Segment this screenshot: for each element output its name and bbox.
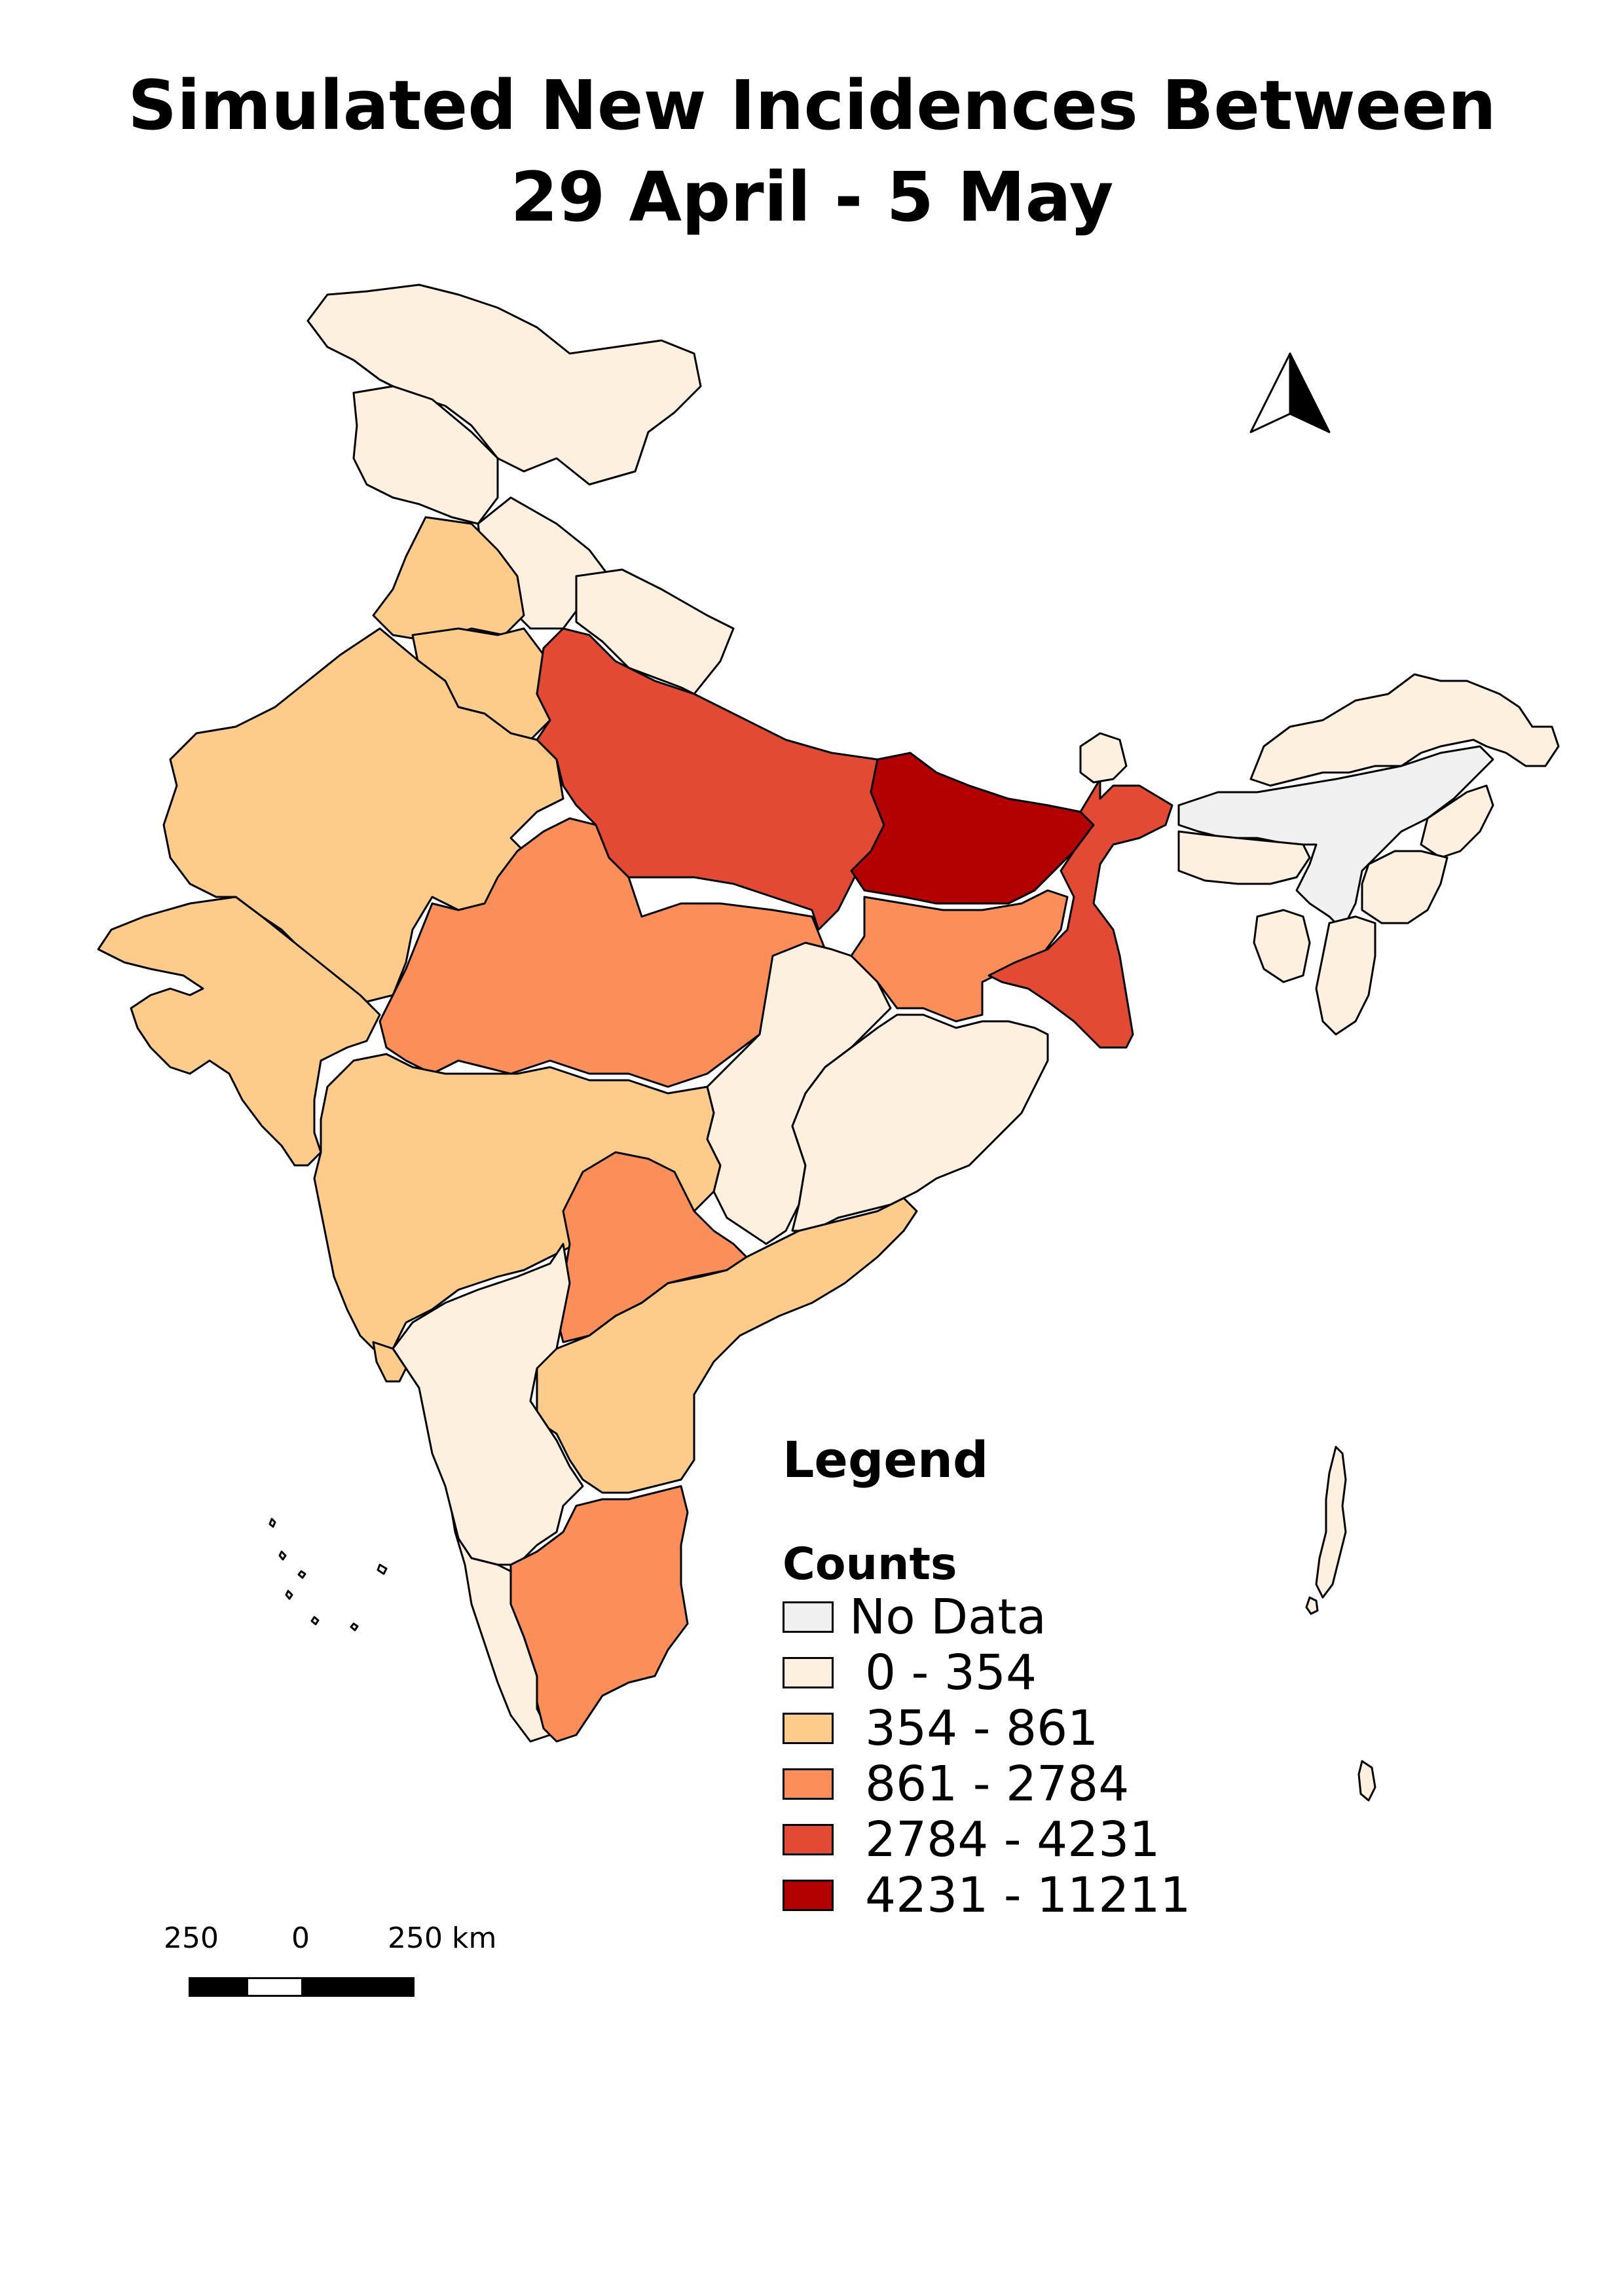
region-lakshadweep [268, 1518, 388, 1631]
scale-bar [189, 1977, 415, 1997]
region-uttarakhand-east [575, 568, 735, 695]
region-himachal-pradesh [352, 385, 499, 525]
legend-item-class-3: 861 - 2784 [783, 1756, 1129, 1812]
region-andhra-pradesh [536, 1197, 918, 1494]
region-arunachal-pradesh [1249, 673, 1560, 787]
legend-item-class-4: 2784 - 4231 [783, 1812, 1160, 1868]
map-title-line2: 29 April - 5 May [510, 157, 1114, 237]
scale-bar-segment [248, 1979, 302, 1995]
region-meghalaya [1177, 830, 1311, 885]
legend-label: 0 - 354 [865, 1645, 1037, 1701]
legend-label: No Data [849, 1589, 1046, 1645]
legend-swatch [783, 1880, 834, 1911]
region-goa [372, 1341, 407, 1383]
legend-swatch [783, 1824, 834, 1855]
region-uttar-pradesh [536, 627, 885, 931]
legend-swatch [783, 1713, 834, 1744]
region-nagaland [1420, 784, 1494, 859]
map-title-line1: Simulated New Incidences Between [128, 65, 1496, 145]
legend-swatch [783, 1768, 834, 1800]
region-sikkim [1079, 732, 1128, 784]
north-arrow-icon [1249, 352, 1331, 433]
legend-swatch [783, 1601, 834, 1633]
scale-bar-label-right: 250 km [388, 1922, 497, 1955]
region-nicobar-islands-north [1305, 1596, 1319, 1615]
scale-bar-segment [191, 1979, 249, 1995]
region-andaman-islands [1315, 1446, 1347, 1599]
legend-field-name: Counts [783, 1539, 957, 1590]
scale-bar-label-left: 250 [164, 1922, 219, 1955]
legend-title: Legend [783, 1430, 989, 1489]
region-west-bengal [987, 778, 1173, 1049]
scale-bar-segment [301, 1979, 413, 1995]
legend-label: 2784 - 4231 [865, 1812, 1160, 1868]
legend-item-class-5: 4231 - 11211 [783, 1867, 1190, 1923]
region-punjab [372, 516, 525, 643]
region-tamil-nadu [509, 1485, 689, 1743]
region-mizoram [1315, 915, 1376, 1036]
region-karnataka [392, 1243, 584, 1566]
region-manipur [1361, 850, 1449, 924]
legend-item-class-2: 354 - 861 [783, 1700, 1098, 1757]
scale-bar-label-middle: 0 [291, 1922, 310, 1955]
legend-label: 4231 - 11211 [865, 1867, 1191, 1923]
region-tripura [1253, 909, 1311, 983]
legend-item-no-data: No Data [783, 1589, 1046, 1645]
region-gujarat [97, 896, 381, 1167]
legend-swatch [783, 1657, 834, 1688]
legend-label: 861 - 2784 [865, 1756, 1130, 1812]
region-bihar [850, 752, 1095, 905]
region-nicobar-islands [1357, 1760, 1376, 1802]
legend-label: 354 - 861 [865, 1700, 1099, 1757]
legend-item-class-1: 0 - 354 [783, 1645, 1037, 1701]
